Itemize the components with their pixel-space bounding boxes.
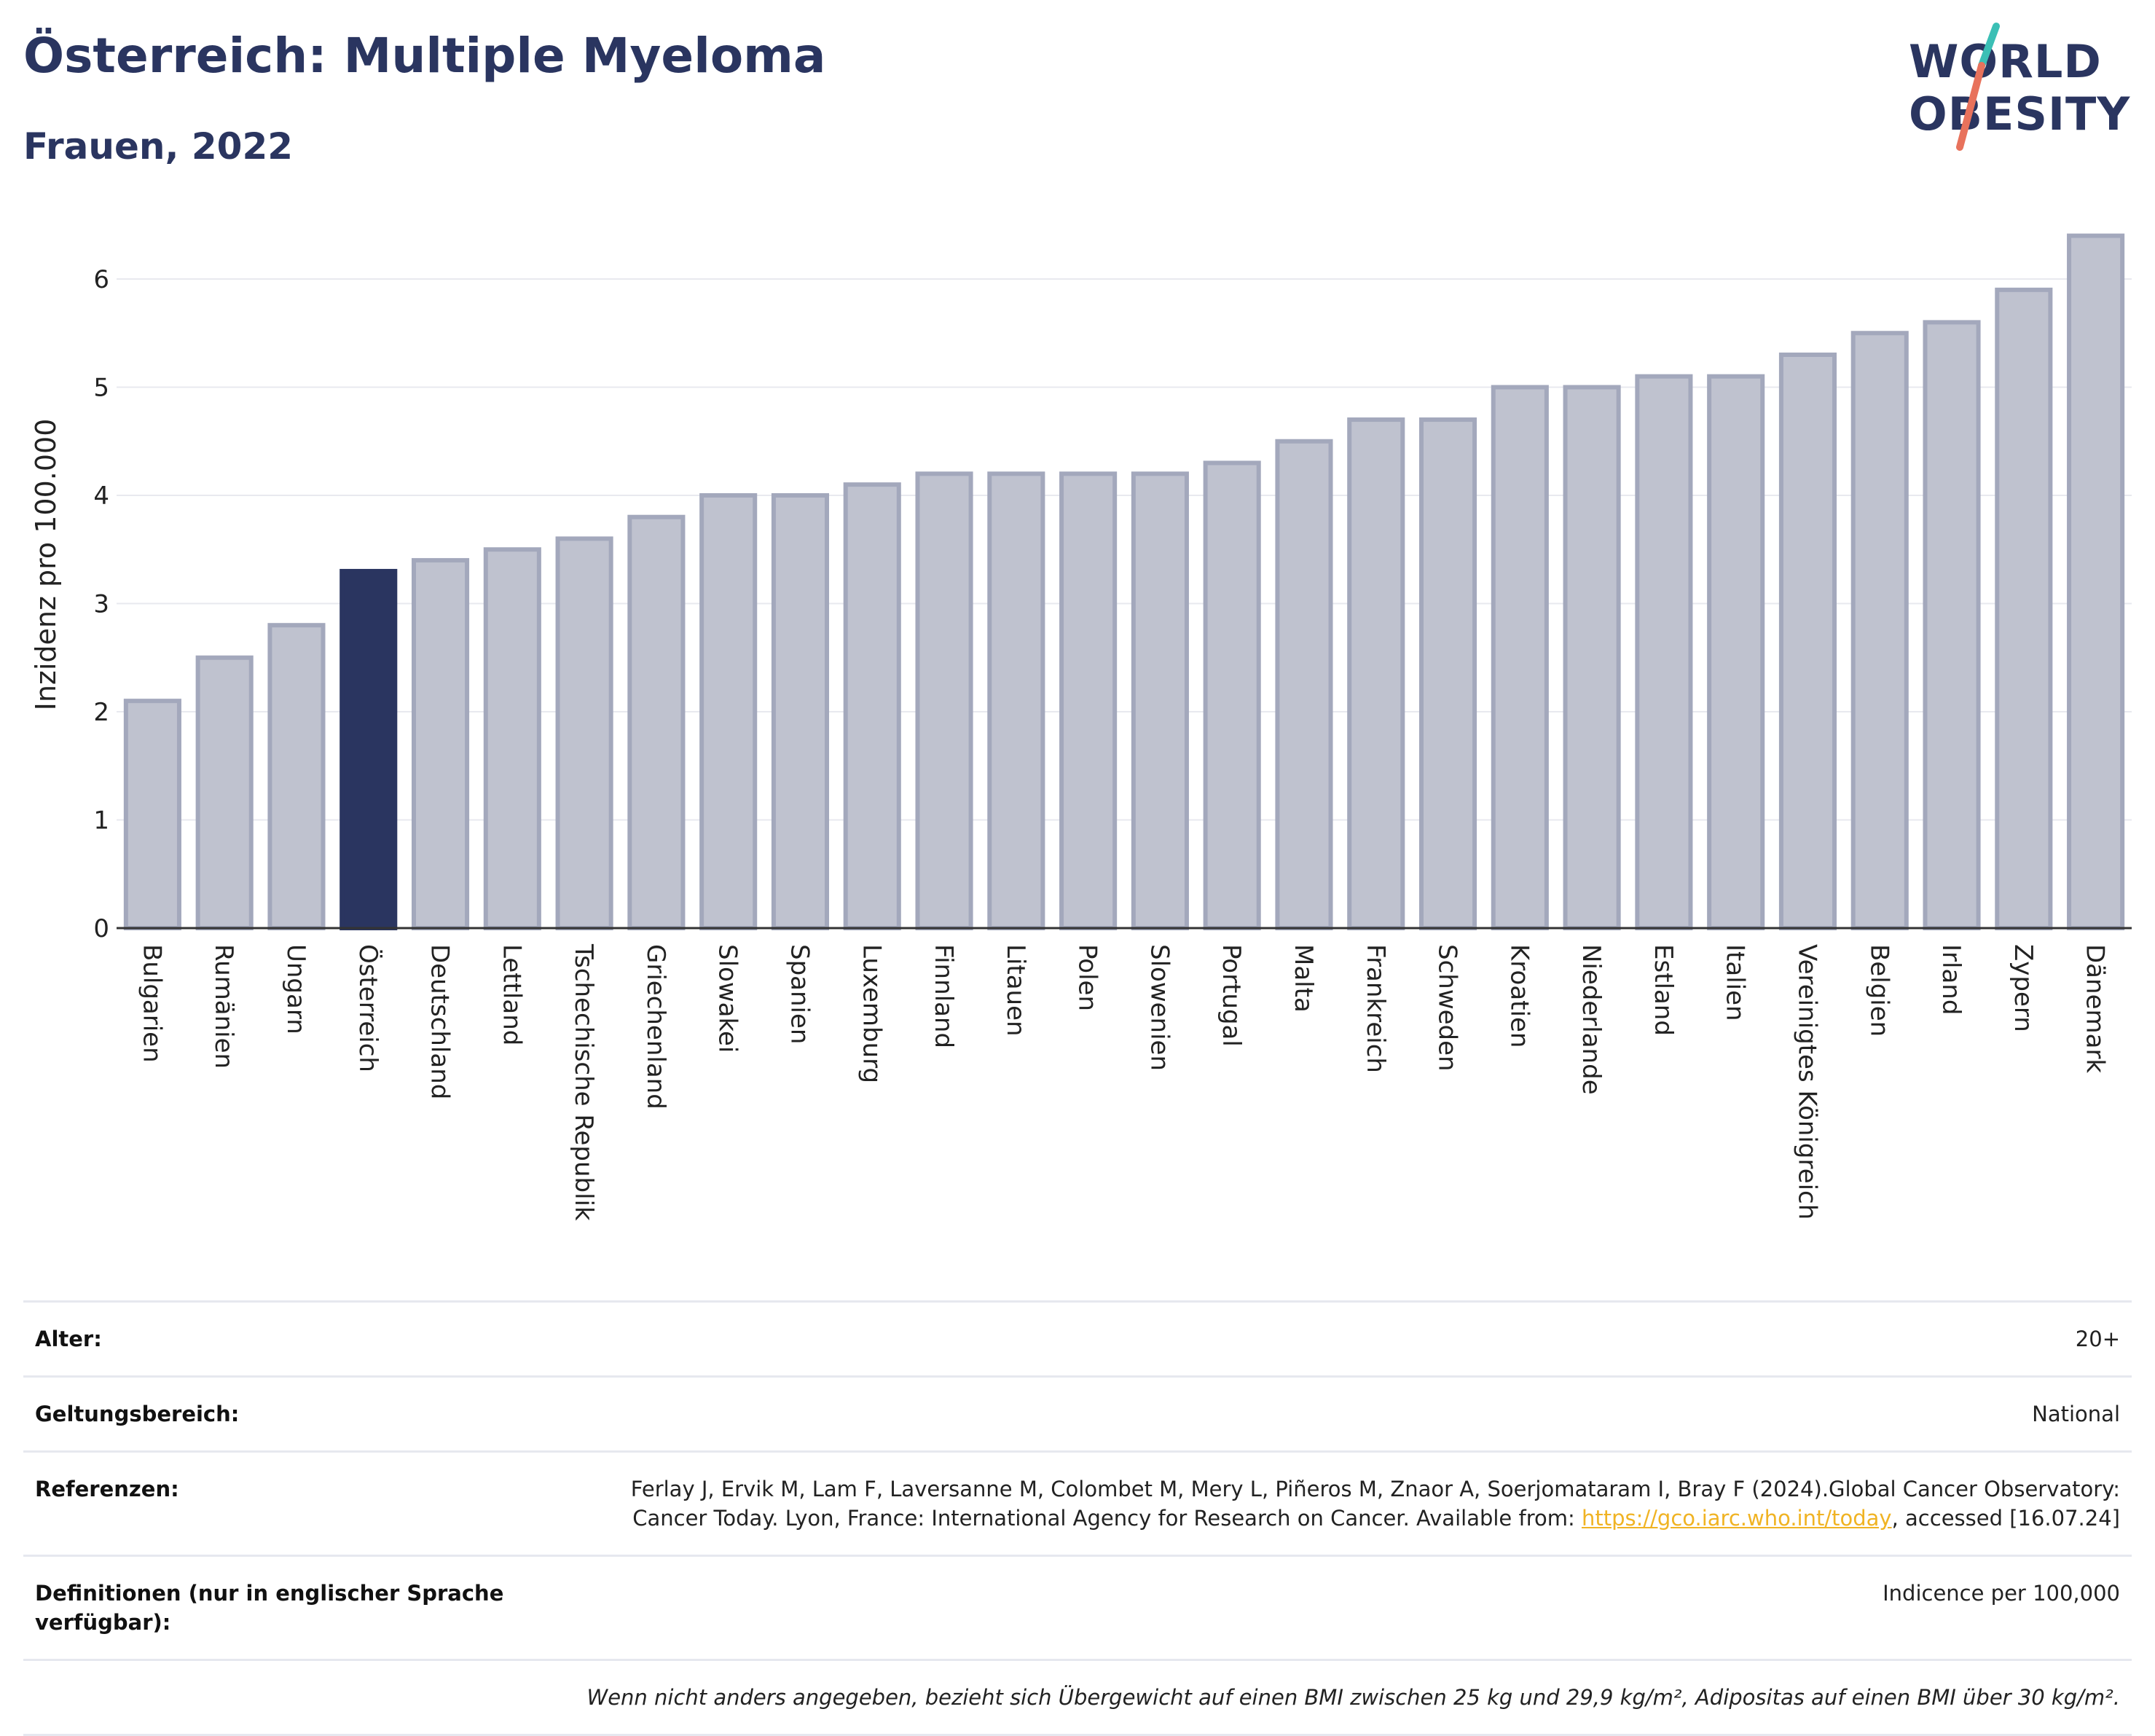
x-tick-label: Estland: [1649, 944, 1678, 1036]
bar: [1203, 460, 1261, 930]
info-row-definitions: Definitionen (nur in englischer Sprache …: [23, 1555, 2132, 1659]
age-value: 20+: [2075, 1327, 2120, 1351]
x-tick-label: Frankreich: [1361, 944, 1390, 1073]
references-accessed: , accessed [16.07.24]: [1891, 1506, 2120, 1531]
y-axis-ticks: 0 1 2 3 4 5 6: [93, 265, 109, 943]
x-tick-label: Deutschland: [425, 944, 455, 1099]
logo-text-obesity: OBESITY: [1909, 87, 2131, 141]
x-tick-label: Dänemark: [2081, 944, 2110, 1073]
y-tick-label: 4: [93, 482, 109, 511]
y-tick-label: 2: [93, 698, 109, 727]
bar: [1850, 331, 1909, 930]
page-title: Österreich: Multiple Myeloma: [23, 28, 826, 84]
x-tick-label: Ungarn: [281, 944, 310, 1034]
bar: [1995, 287, 2053, 931]
y-tick-label: 3: [93, 590, 109, 619]
info-row-references: Referenzen: Ferlay J, Ervik M, Lam F, La…: [23, 1450, 2132, 1555]
bar: [1563, 385, 1621, 930]
x-tick-label: Italien: [1721, 944, 1750, 1021]
x-tick-label: Luxemburg: [857, 944, 886, 1083]
definitions-label: Definitionen (nur in englischer Sprache …: [35, 1581, 504, 1635]
x-tick-label: Zypern: [2009, 944, 2038, 1032]
x-tick-label: Malta: [1289, 944, 1318, 1013]
bar: [1347, 417, 1405, 930]
info-row-note: Wenn nicht anders angegeben, bezieht sic…: [23, 1659, 2132, 1736]
references-label: Referenzen:: [35, 1477, 179, 1501]
x-tick-label: Portugal: [1217, 944, 1246, 1047]
bar: [771, 493, 830, 930]
references-text: Ferlay J, Ervik M, Lam F, Laversanne M, …: [630, 1477, 2120, 1531]
info-row-scope: Geltungsbereich: National: [23, 1375, 2132, 1450]
x-tick-label: Griechenland: [641, 944, 670, 1109]
bar: [699, 493, 758, 930]
bars: [123, 233, 2125, 931]
x-tick-label: Kroatien: [1504, 944, 1534, 1048]
references-link[interactable]: https://gco.iarc.who.int/today: [1581, 1506, 1892, 1531]
y-tick-label: 6: [93, 265, 109, 294]
x-tick-label: Finnland: [929, 944, 958, 1048]
bar: [195, 655, 254, 930]
x-tick-label: Bulgarien: [137, 944, 166, 1063]
info-row-age: Alter: 20+: [23, 1300, 2132, 1375]
bar: [1491, 385, 1549, 930]
bar: [339, 568, 398, 930]
x-tick-label: Schweden: [1433, 944, 1462, 1072]
x-tick-label: Spanien: [785, 944, 814, 1044]
bar-chart: 0 1 2 3 4 5 6 Bulgarien Rumänien Ungarn Österreic…: [30, 233, 2132, 1221]
x-tick-label: Österreich: [353, 944, 383, 1072]
bar: [123, 699, 181, 931]
y-tick-label: 1: [93, 806, 109, 836]
x-tick-label: Belgien: [1864, 944, 1893, 1037]
scope-label: Geltungsbereich:: [35, 1402, 240, 1426]
x-tick-label: Vereinigtes Königreich: [1792, 944, 1821, 1219]
logo-slash-icon: [1956, 23, 2000, 151]
bar: [627, 514, 686, 930]
bar: [411, 558, 470, 930]
bar: [987, 471, 1045, 930]
x-tick-label: Lettland: [497, 944, 526, 1045]
bar: [843, 482, 901, 930]
definitions-value: Indicence per 100,000: [1883, 1581, 2120, 1606]
bar: [915, 471, 973, 930]
bar: [2067, 233, 2125, 931]
age-label: Alter:: [35, 1327, 102, 1351]
x-tick-label: Slowenien: [1145, 944, 1174, 1071]
x-tick-label: Tschechische Republik: [569, 943, 598, 1221]
bar: [1275, 439, 1333, 930]
x-tick-label: Polen: [1073, 944, 1102, 1011]
references-value: Ferlay J, Ervik M, Lam F, Laversanne M, …: [560, 1474, 2120, 1533]
x-tick-label: Slowakei: [713, 944, 742, 1053]
x-tick-label: Niederlande: [1577, 944, 1606, 1095]
x-axis-ticks: Bulgarien Rumänien Ungarn Österreich Deutsch…: [137, 943, 2109, 1221]
bar: [1707, 374, 1765, 930]
bar: [483, 547, 541, 930]
bar: [555, 536, 613, 930]
bar: [1635, 374, 1693, 930]
x-tick-label: Irland: [1936, 944, 1966, 1015]
bar: [267, 623, 326, 930]
y-tick-label: 5: [93, 374, 109, 403]
info-table: Alter: 20+ Geltungsbereich: National Ref…: [23, 1300, 2132, 1736]
logo-text-world: WORLD: [1909, 35, 2102, 88]
x-tick-label: Rumänien: [209, 944, 238, 1069]
bar: [1131, 471, 1189, 930]
y-axis-label: Inzidenz pro 100.000: [30, 419, 62, 711]
bmi-footnote: Wenn nicht anders angegeben, bezieht sic…: [586, 1685, 2120, 1710]
page-subtitle: Frauen, 2022: [23, 125, 294, 168]
x-tick-label: Litauen: [1001, 944, 1030, 1037]
bar: [1059, 471, 1118, 930]
y-tick-label: 0: [93, 914, 109, 943]
bar: [1923, 320, 1981, 930]
bar: [1778, 352, 1837, 930]
bar: [1418, 417, 1477, 930]
world-obesity-logo: WORLD OBESITY: [1894, 22, 2142, 153]
scope-value: National: [2032, 1402, 2120, 1426]
